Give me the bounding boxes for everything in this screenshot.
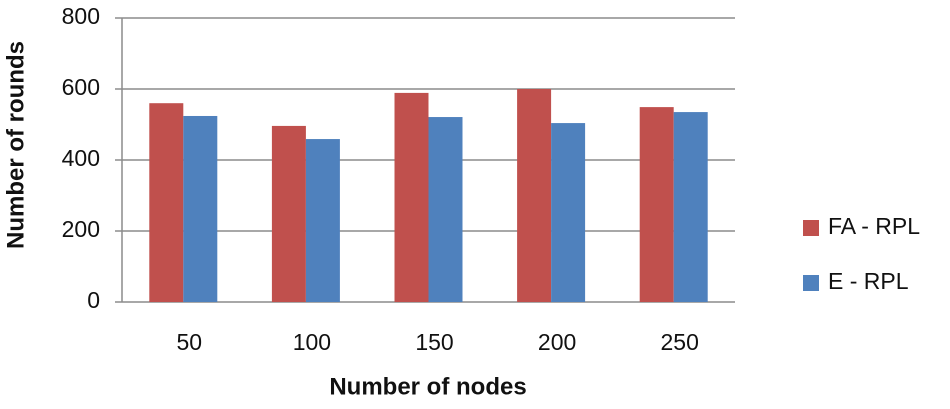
- bar: [305, 139, 340, 302]
- legend-label: E - RPL: [828, 268, 909, 294]
- bar: [149, 103, 184, 302]
- bar: [673, 112, 708, 302]
- bar: [517, 89, 552, 302]
- y-tick-label: 400: [62, 145, 100, 171]
- y-tick-label: 200: [62, 216, 100, 242]
- x-axis-title: Number of nodes: [329, 373, 526, 400]
- legend-swatch: [803, 220, 819, 236]
- bar: [639, 107, 674, 302]
- legend-label: FA - RPL: [828, 213, 920, 239]
- x-tick-label: 200: [538, 329, 576, 355]
- bar: [183, 115, 218, 302]
- legend-swatch: [803, 275, 819, 291]
- bar: [551, 123, 586, 302]
- x-tick-label: 250: [661, 329, 699, 355]
- bar: [271, 125, 306, 302]
- y-tick-label: 0: [87, 287, 100, 313]
- y-tick-label: 800: [62, 3, 100, 29]
- bar: [428, 117, 463, 302]
- y-axis-title: Number of rounds: [2, 41, 29, 249]
- x-tick-label: 150: [415, 329, 453, 355]
- y-tick-label: 600: [62, 74, 100, 100]
- bar: [394, 92, 429, 302]
- x-tick-label: 50: [177, 329, 203, 355]
- x-tick-label: 100: [293, 329, 331, 355]
